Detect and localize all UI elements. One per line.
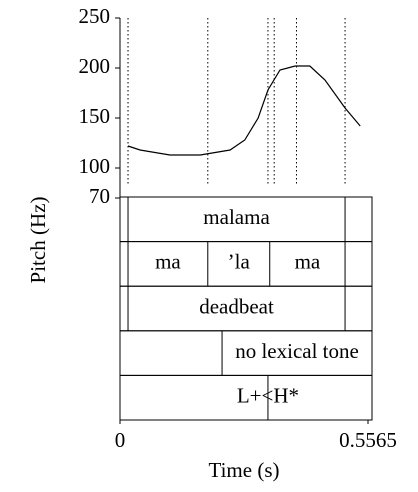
tier-box xyxy=(119,374,373,421)
tier-label: ma xyxy=(155,250,181,274)
y-tick-label: 200 xyxy=(79,54,111,78)
y-tick-label: 250 xyxy=(79,4,111,28)
y-tick-label: 150 xyxy=(79,104,111,128)
x-axis-label: Time (s) xyxy=(209,458,280,482)
x-tick-label: 0.5565 xyxy=(339,428,397,452)
tier-label: malama xyxy=(203,205,270,229)
pitch-line xyxy=(127,65,361,156)
tier-label: deadbeat xyxy=(199,294,274,318)
y-tick-label: 70 xyxy=(89,184,110,208)
spectrogram xyxy=(130,20,365,185)
y-axis-label: Pitch (Hz) xyxy=(26,197,50,284)
x-tick-label: 0 xyxy=(115,428,126,452)
tier-label: no lexical tone xyxy=(235,339,359,363)
tier-label: L+<H* xyxy=(237,384,299,408)
tier-label: ’la xyxy=(228,250,251,274)
y-tick-label: 100 xyxy=(79,154,111,178)
tier-label: ma xyxy=(295,250,321,274)
